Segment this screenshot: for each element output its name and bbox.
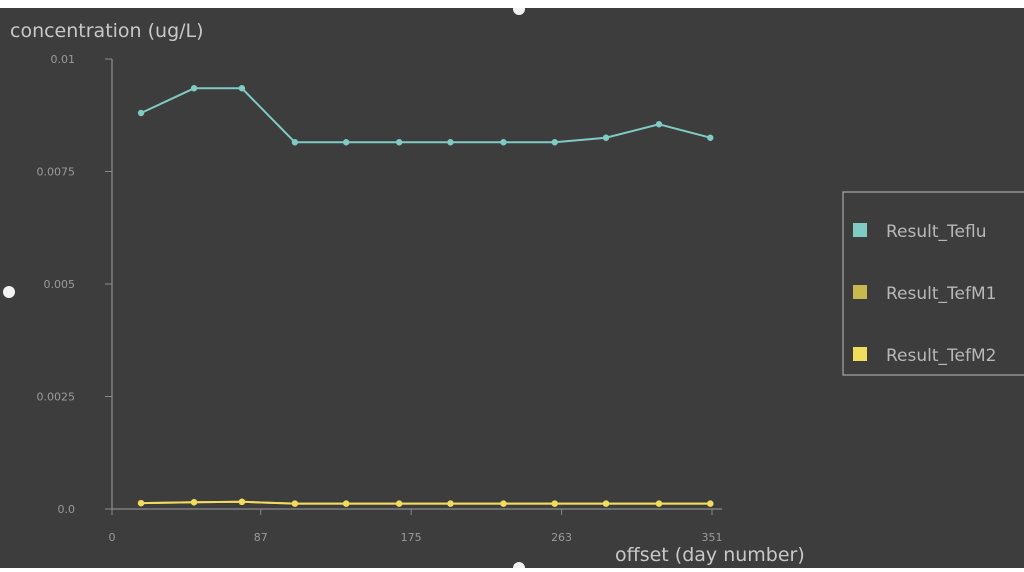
data-point-result-teflu	[137, 109, 145, 117]
data-point-result-teflu	[447, 139, 454, 146]
axes	[111, 59, 722, 510]
x-tick-label: 87	[254, 531, 268, 544]
plot-area	[137, 85, 714, 507]
x-axis-label: offset (day number)	[615, 544, 805, 566]
legend: Result_Teflu Result_TefM1 Result_TefM2	[842, 191, 1024, 376]
y-tick-label: 0.0025	[37, 391, 76, 404]
legend-box	[842, 191, 1024, 376]
data-point-result-tefm2	[655, 500, 663, 507]
data-point-result-teflu	[238, 85, 246, 92]
data-point-result-tefm2	[551, 500, 558, 507]
legend-label-tefm2: Result_TefM2	[886, 346, 996, 366]
data-point-result-tefm2	[342, 500, 350, 507]
data-point-result-tefm2	[137, 499, 145, 507]
data-point-result-teflu	[395, 139, 403, 146]
data-point-result-tefm2	[190, 499, 198, 506]
data-point-result-tefm2	[447, 500, 454, 507]
data-point-result-tefm2	[238, 498, 246, 505]
x-tick-label: 351	[702, 531, 723, 544]
data-point-result-tefm2	[602, 500, 610, 507]
x-tick-label: 263	[551, 531, 572, 544]
y-tick-label: 0.0075	[37, 166, 76, 179]
legend-label-tefm1: Result_TefM1	[886, 284, 996, 304]
x-tick-label: 0	[109, 531, 116, 544]
resize-handle-top[interactable]	[513, 3, 525, 15]
legend-label-teflu: Result_Teflu	[886, 222, 986, 242]
data-point-result-teflu	[291, 139, 299, 146]
legend-swatch-teflu	[853, 223, 867, 237]
y-tick-label: 0.005	[44, 278, 76, 291]
data-point-result-teflu	[707, 134, 714, 141]
legend-swatch-tefm2	[853, 347, 867, 361]
data-point-result-teflu	[500, 139, 507, 146]
data-point-result-teflu	[342, 139, 350, 146]
chart-canvas: concentration (ug/L) offset (day number)…	[0, 3, 1024, 572]
resize-handle-bottom[interactable]	[513, 562, 525, 572]
series-line-result-tefm2	[141, 500, 711, 505]
data-point-result-teflu	[190, 85, 198, 92]
data-point-result-teflu	[551, 139, 558, 146]
y-axis-label: concentration (ug/L)	[10, 20, 204, 42]
data-point-result-tefm2	[395, 500, 403, 507]
data-point-result-tefm2	[291, 500, 299, 507]
data-point-result-tefm2	[707, 500, 714, 507]
x-tick-label: 175	[401, 531, 422, 544]
resize-handle-left[interactable]	[3, 286, 15, 298]
series-line-result-teflu	[140, 87, 711, 144]
y-tick-label: 0.01	[51, 53, 76, 66]
line-chart: concentration (ug/L) offset (day number)…	[3, 3, 1024, 572]
y-axis-ticks: 0.0 0.0025 0.005 0.0075 0.01	[37, 53, 112, 516]
data-point-result-teflu	[602, 134, 610, 141]
x-axis-ticks: 0 87 175 263 351	[109, 509, 723, 544]
data-point-result-tefm2	[500, 500, 507, 507]
data-point-result-teflu	[655, 121, 663, 128]
y-tick-label: 0.0	[58, 503, 76, 516]
legend-swatch-tefm1	[853, 285, 867, 299]
